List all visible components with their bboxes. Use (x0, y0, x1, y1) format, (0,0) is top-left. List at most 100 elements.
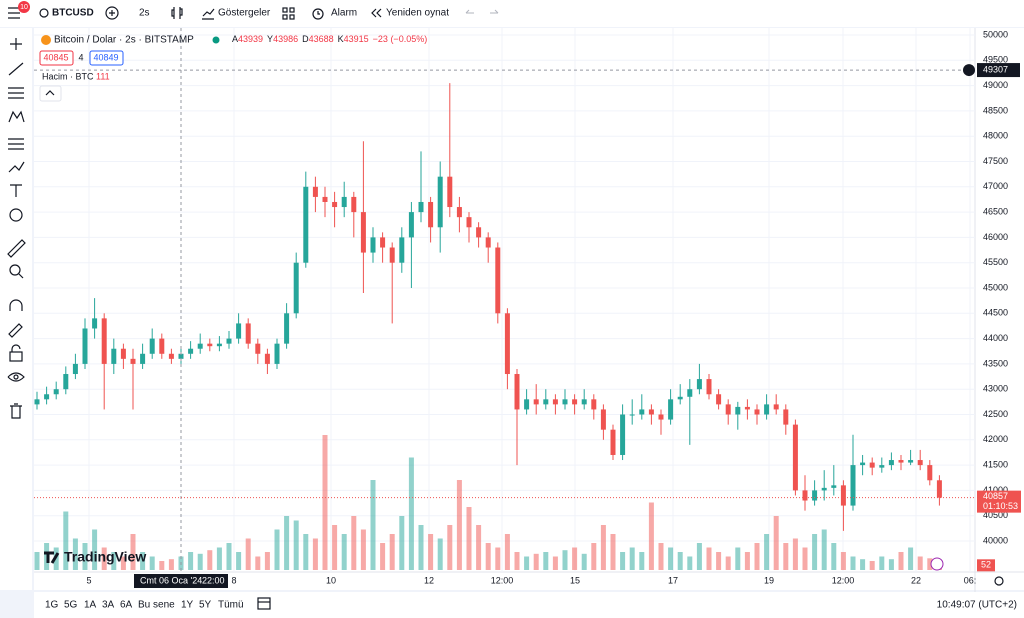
ask-box[interactable] (89, 50, 124, 66)
candle-body (572, 399, 578, 405)
range-button[interactable]: Bu sene (138, 600, 175, 611)
candle-body (447, 176, 453, 208)
date-range-button[interactable] (257, 597, 271, 610)
search-icon (39, 8, 49, 18)
candle-body (840, 485, 846, 506)
candle-body (178, 353, 184, 359)
chart-type-button[interactable] (171, 7, 183, 19)
volume-bar (188, 552, 194, 570)
volume-bar (514, 552, 520, 570)
range-button[interactable]: 1G (45, 600, 59, 611)
candle-body (389, 247, 395, 263)
candle-body (274, 343, 280, 364)
volume-bar (408, 457, 414, 570)
volume-bar (226, 543, 232, 570)
volume-axis-label: 52 (981, 560, 991, 570)
range-button[interactable]: 6A (120, 600, 133, 611)
candle-body (735, 406, 741, 415)
volume-bar (744, 552, 750, 570)
candle-body (812, 490, 818, 501)
y-tick-label: 44500 (983, 308, 1008, 318)
compare-button[interactable] (105, 6, 119, 20)
volume-bar (552, 556, 558, 570)
candle-body (63, 374, 69, 390)
candle-body (437, 176, 443, 228)
undo-button[interactable] (465, 9, 474, 14)
volume-bar (629, 547, 635, 570)
interval[interactable]: 2s (139, 8, 150, 19)
bottom-bar (34, 592, 1024, 618)
candle-body (264, 353, 270, 364)
volume-bar (456, 480, 462, 570)
y-tick-label: 41000 (983, 485, 1008, 495)
candle-body (927, 465, 933, 481)
range-button[interactable]: 5G (64, 600, 78, 611)
volume-bar (418, 525, 424, 570)
countdown: 01:10:53 (983, 501, 1018, 511)
candle-body (514, 374, 520, 410)
candle-body (648, 409, 654, 415)
menu-button[interactable] (8, 7, 20, 19)
y-tick-label: 40500 (983, 510, 1008, 520)
candle-body (821, 487, 827, 491)
y-tick-label: 43000 (983, 384, 1008, 394)
volume-bar (476, 525, 482, 570)
volume-bar (159, 561, 165, 570)
bitcoin-icon (41, 35, 51, 45)
drawing-tools[interactable] (7, 38, 26, 419)
candle-body (783, 409, 789, 425)
range-button[interactable]: 1A (84, 600, 97, 611)
candle-body (255, 343, 261, 354)
candle-body (485, 237, 491, 248)
volume-bar (264, 552, 270, 570)
volume-bar (831, 543, 837, 570)
candle-body (792, 424, 798, 491)
range-button[interactable]: 1Y (181, 600, 194, 611)
layout-button[interactable] (282, 7, 295, 20)
volume-bar (869, 561, 875, 570)
volume-bar (428, 534, 434, 570)
events-icon[interactable] (930, 557, 944, 571)
candle-body (764, 404, 770, 415)
collapse-button[interactable] (39, 85, 62, 102)
range-button[interactable]: Tümü (218, 600, 244, 611)
badge-count: 10 (20, 4, 28, 11)
bid-box[interactable] (39, 50, 74, 66)
candle-body (658, 414, 664, 420)
candle-body (111, 348, 117, 364)
crosshair-date: Cmt 06 Oca '24 (140, 575, 202, 585)
x-tick-label: 5 (86, 575, 91, 585)
candle-body (197, 343, 203, 349)
alarm-button[interactable]: Alarm (331, 8, 357, 19)
volume-bar (216, 547, 222, 570)
volume-bar (898, 552, 904, 570)
candle-body (245, 323, 251, 344)
volume-bar (92, 529, 98, 570)
redo-button[interactable] (490, 9, 499, 14)
crosshair-price-box (977, 63, 1020, 78)
range-button[interactable]: 3A (102, 600, 115, 611)
left-toolbar (0, 28, 32, 590)
volume-bar (639, 552, 645, 570)
settings-button[interactable] (994, 576, 1004, 586)
volume-bar (668, 547, 674, 570)
volume-bar (140, 552, 146, 570)
replay-button[interactable]: Yeniden oynat (386, 8, 449, 19)
volume-bar (648, 502, 654, 570)
candle-body (82, 328, 88, 364)
last-price-box (977, 490, 1021, 513)
symbol[interactable]: BTCUSD (52, 8, 94, 19)
candle-body (754, 409, 760, 415)
x-tick-label: 19 (764, 575, 774, 585)
x-tick-label: 12:00 (491, 575, 514, 585)
indicators-button[interactable]: Göstergeler (218, 8, 271, 19)
volume-bar (581, 553, 587, 570)
candle-body (341, 196, 347, 208)
candle-body (936, 480, 942, 498)
y-tick-label: 47000 (983, 181, 1008, 191)
spread: 4 (78, 52, 83, 62)
bid: 40845 (43, 52, 68, 62)
y-tick-label: 42000 (983, 434, 1008, 444)
candle-body (725, 404, 731, 415)
range-button[interactable]: 5Y (199, 600, 212, 611)
